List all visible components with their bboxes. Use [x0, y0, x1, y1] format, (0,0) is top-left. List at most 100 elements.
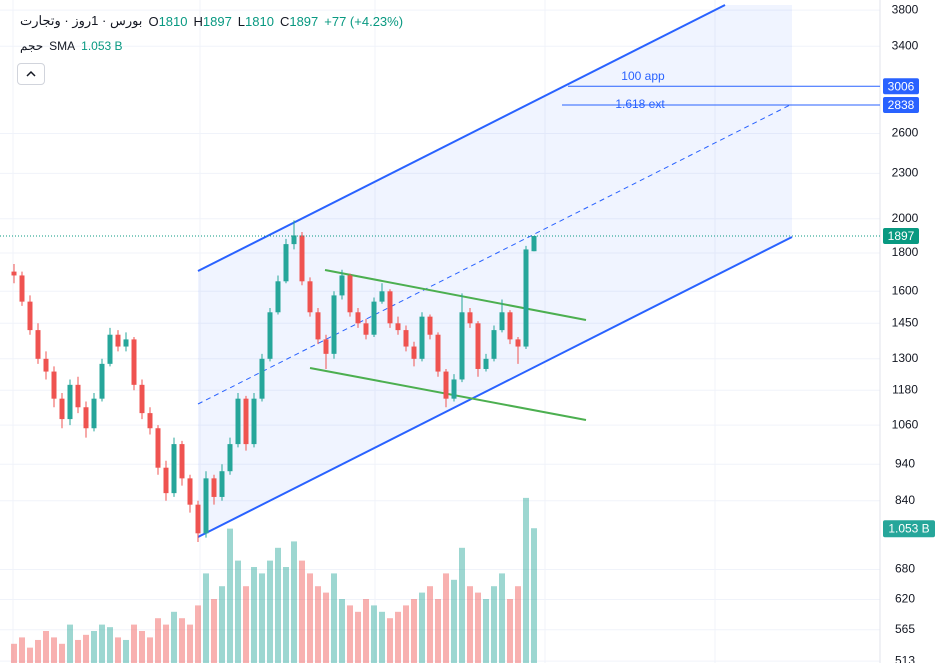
- volume-bar: [235, 560, 241, 663]
- volume-bar: [347, 605, 353, 663]
- y-tick-label: 2600: [892, 126, 919, 140]
- candle-body: [243, 398, 249, 445]
- candle-body: [347, 275, 353, 313]
- price-badge-label: 3006: [888, 79, 915, 93]
- volume-bar: [371, 605, 377, 663]
- volume-bar: [155, 618, 161, 663]
- candle-body: [259, 358, 265, 399]
- ohlc-key: C: [279, 13, 290, 29]
- ohlc: O1810 H1897 L1810 C1897: [148, 14, 318, 29]
- candle-body: [515, 339, 521, 347]
- candle-body: [43, 358, 49, 372]
- volume-bar: [163, 624, 169, 663]
- candle-body: [499, 312, 505, 331]
- candle-body: [219, 471, 225, 497]
- volume-badge-label: 1.053 B: [888, 521, 929, 535]
- price-badge: [883, 78, 919, 95]
- volume-bar: [267, 560, 273, 663]
- volume-bar: [507, 599, 513, 663]
- volume-bar: [491, 586, 497, 663]
- candle-body: [59, 398, 65, 420]
- price-badge-label: 1897: [888, 229, 915, 243]
- candle-body: [307, 281, 313, 313]
- candle-body: [83, 407, 89, 429]
- volume-bar: [203, 573, 209, 663]
- y-tick-label: 840: [895, 493, 915, 507]
- legend-row: بورس · 1روز · وتجارت O1810 H1897 L1810 C189…: [20, 13, 403, 29]
- y-tick-label: 2300: [892, 166, 919, 180]
- volume-bar: [499, 573, 505, 663]
- ohlc-key: H: [193, 13, 203, 29]
- change: +77 (+4.23%): [324, 13, 404, 29]
- volume-bar: [11, 643, 17, 663]
- volume-bar: [307, 573, 313, 663]
- candle-body: [507, 312, 513, 340]
- volume-bar: [459, 547, 465, 663]
- y-tick-label: 1300: [892, 351, 919, 365]
- candle-body: [403, 330, 409, 347]
- candle-body: [387, 291, 393, 324]
- candle-body: [251, 398, 257, 445]
- volume-bar: [211, 599, 217, 663]
- ohlc-value: 1810: [158, 13, 188, 29]
- volume-bar: [139, 631, 145, 663]
- candle-body: [459, 312, 465, 380]
- candle-body: [283, 244, 289, 282]
- volume-bar: [443, 573, 449, 663]
- volume-bar: [427, 586, 433, 663]
- volume-bar: [467, 586, 473, 663]
- candle-body: [339, 275, 345, 296]
- ohlc-key: O: [148, 13, 159, 29]
- volume-bar: [363, 599, 369, 663]
- price-badge: [883, 227, 919, 244]
- candle-body: [523, 249, 529, 347]
- candle-body: [531, 235, 537, 252]
- volume-bar: [219, 586, 225, 663]
- volume-value: 1.053 B: [81, 39, 123, 53]
- candle-body: [411, 346, 417, 359]
- volume-bar: [435, 599, 441, 663]
- collapse-button[interactable]: [17, 63, 45, 85]
- y-tick-label: 1600: [892, 283, 919, 297]
- candle-body: [99, 363, 105, 399]
- candle-body: [299, 235, 305, 282]
- volume-bar: [515, 586, 521, 663]
- candle-body: [371, 301, 377, 335]
- volume-bar: [411, 599, 417, 663]
- channel-fill: [198, 5, 792, 537]
- volume-bar: [75, 639, 81, 663]
- candle-body: [419, 316, 425, 359]
- candle-body: [331, 295, 337, 354]
- candle-body: [427, 316, 433, 335]
- volume-bar: [35, 639, 41, 663]
- candle-body: [227, 444, 233, 472]
- ohlc-value: 1810: [245, 13, 274, 29]
- candle-body: [355, 312, 361, 324]
- volume-bar: [131, 624, 137, 663]
- volume-bar: [83, 634, 89, 663]
- volume-bar: [51, 637, 57, 663]
- y-tick-label: 940: [895, 456, 915, 470]
- candle-body: [171, 444, 177, 494]
- volume-bar: [523, 497, 529, 663]
- volume-bar: [403, 605, 409, 663]
- volume-bar: [475, 592, 481, 663]
- price-badge-label: 2838: [888, 98, 915, 112]
- volume-bar: [323, 592, 329, 663]
- candle-body: [75, 384, 81, 408]
- candle-body: [147, 413, 153, 429]
- y-tick-label: 1800: [892, 245, 919, 259]
- chevron: [26, 70, 36, 77]
- volume-bar: [275, 547, 281, 663]
- ohlc-item: H1897: [193, 14, 231, 29]
- ohlc-item: O1810: [148, 14, 187, 29]
- channel-mid: [197, 103, 793, 405]
- volume-bar: [227, 528, 233, 663]
- candle-body: [491, 330, 497, 359]
- candle-body: [35, 330, 41, 359]
- y-tick-label: 3800: [892, 2, 919, 16]
- volume-bar: [483, 599, 489, 663]
- volume-bar: [67, 624, 73, 663]
- candle-body: [483, 358, 489, 369]
